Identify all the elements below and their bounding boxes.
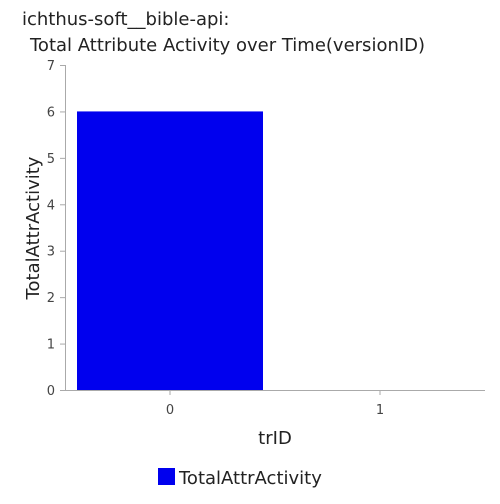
- y-tick-label: 7: [47, 59, 55, 74]
- chart-title-line-2: Total Attribute Activity over Time(versi…: [29, 35, 425, 56]
- chart-title-line-1: ichthus-soft__bible-api:: [22, 9, 229, 30]
- y-tick-label: 1: [47, 338, 55, 353]
- y-tick-label: 6: [47, 105, 55, 120]
- bar-0: [77, 111, 263, 390]
- y-axis-ticks: 0 1 2 3 4 5 6 7: [47, 59, 65, 399]
- legend-swatch: [158, 468, 175, 485]
- x-tick-label: 0: [166, 403, 174, 418]
- x-tick-label: 1: [376, 403, 384, 418]
- plot-area: [77, 111, 263, 390]
- y-tick-label: 3: [47, 245, 55, 260]
- y-tick-label: 5: [47, 152, 55, 167]
- legend-label: TotalAttrActivity: [178, 468, 322, 489]
- y-axis-label: TotalAttrActivity: [23, 156, 44, 300]
- x-axis-label: trID: [258, 428, 292, 449]
- y-tick-label: 2: [47, 291, 55, 306]
- legend: TotalAttrActivity: [158, 468, 322, 489]
- y-tick-label: 4: [47, 198, 55, 213]
- y-tick-label: 0: [47, 384, 55, 399]
